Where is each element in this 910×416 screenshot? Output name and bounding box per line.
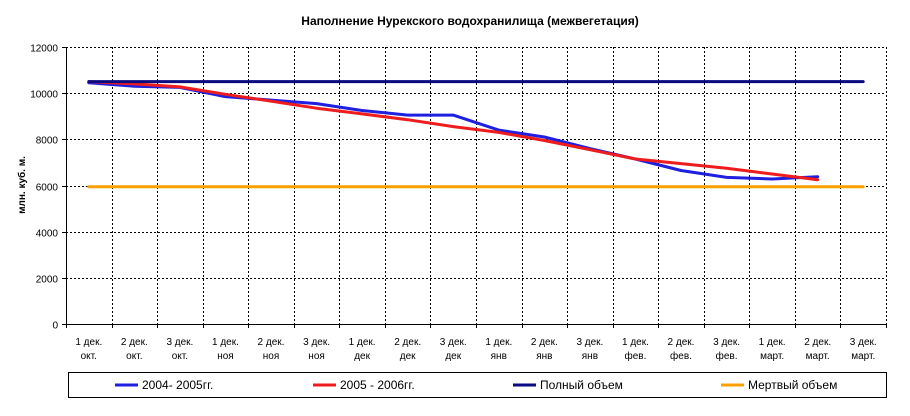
x-tick-label: 3 дек. окт. bbox=[166, 337, 193, 362]
legend: 2004- 2005гг. 2005 - 2006гг. Полный объем М… bbox=[68, 372, 887, 398]
y-tick-label: 0 bbox=[52, 321, 58, 332]
x-tick-label: 3 дек. янв bbox=[576, 337, 603, 362]
x-tick-label: 1 дек. март. bbox=[759, 337, 786, 362]
legend-label-2: 2005 - 2006гг. bbox=[340, 378, 415, 392]
legend-box bbox=[68, 372, 887, 398]
x-tick-label: 3 дек. март. bbox=[850, 337, 877, 362]
chart-title: Наполнение Нурекского водохранилища (меж… bbox=[301, 14, 638, 28]
x-tick-label: 2 дек. фев. bbox=[668, 337, 695, 362]
x-tick-label: 2 дек. март. bbox=[804, 337, 831, 362]
series-layer bbox=[87, 80, 865, 189]
x-tick-label: 1 дек. ноя bbox=[212, 337, 239, 362]
x-tick-label: 1 дек. фев. bbox=[622, 337, 649, 362]
y-tick-label: 8000 bbox=[36, 136, 59, 147]
legend-label-1: 2004- 2005гг. bbox=[142, 378, 213, 392]
y-tick-label: 2000 bbox=[36, 275, 59, 286]
legend-label-3: Полный объем bbox=[540, 378, 623, 392]
axis-layer: 0 2000 4000 6000 8000 10000 12000 1 дек. окт. 2 д… bbox=[30, 44, 887, 362]
x-tick-label: 3 дек. ноя bbox=[303, 337, 330, 362]
x-tick-label: 2 дек. окт. bbox=[121, 337, 148, 362]
x-tick-label: 1 дек. окт. bbox=[75, 337, 102, 362]
x-tick-label: 2 дек. ноя bbox=[258, 337, 285, 362]
y-tick-label: 6000 bbox=[36, 183, 59, 194]
series-line-1 bbox=[87, 81, 820, 181]
legend-label-4: Мертвый объем bbox=[748, 378, 837, 392]
x-tick-label: 2 дек. дек bbox=[394, 337, 421, 362]
y-tick-label: 12000 bbox=[30, 44, 58, 55]
x-tick-label: 1 дек. дек bbox=[349, 337, 376, 362]
y-axis-label: млн. куб. м. bbox=[16, 156, 28, 214]
x-tick-label: 3 дек. фев. bbox=[713, 337, 740, 362]
series-line-2 bbox=[87, 80, 820, 182]
y-tick-label: 10000 bbox=[30, 90, 58, 101]
y-tick-label: 4000 bbox=[36, 229, 59, 240]
x-tick-label: 3 дек. дек bbox=[440, 337, 467, 362]
x-tick-label: 2 дек. янв bbox=[531, 337, 558, 362]
x-tick-label: 1 дек. янв bbox=[485, 337, 512, 362]
